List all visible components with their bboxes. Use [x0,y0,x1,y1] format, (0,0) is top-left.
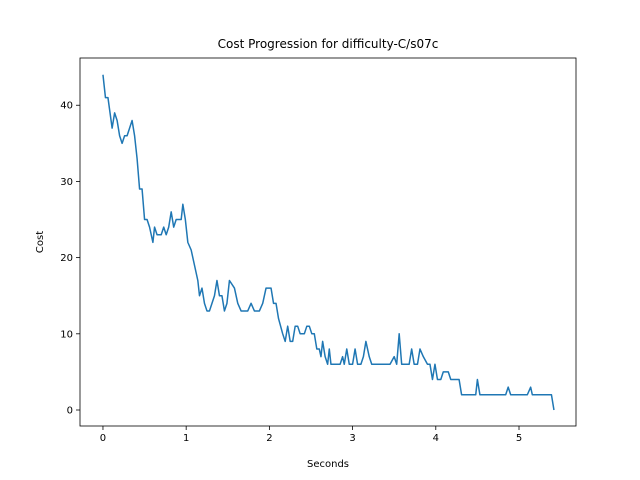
x-tick-label: 1 [183,433,189,444]
y-tick-label: 20 [60,253,73,264]
y-tick-label: 40 [60,101,73,112]
y-tick-label: 0 [67,406,73,417]
x-tick-label: 3 [349,433,355,444]
plot-frame [79,57,577,427]
chart-title: Cost Progression for difficulty-C/s07c [218,37,439,51]
data-line [102,74,555,411]
x-tick-label: 4 [433,433,439,444]
y-tick-label: 10 [60,329,73,340]
y-axis-label: Cost [35,231,46,253]
x-axis-label: Seconds [307,459,349,470]
x-tick-label: 2 [266,433,272,444]
x-tick-label: 0 [100,433,106,444]
x-tick-label: 5 [516,433,522,444]
y-tick-label: 30 [60,177,73,188]
